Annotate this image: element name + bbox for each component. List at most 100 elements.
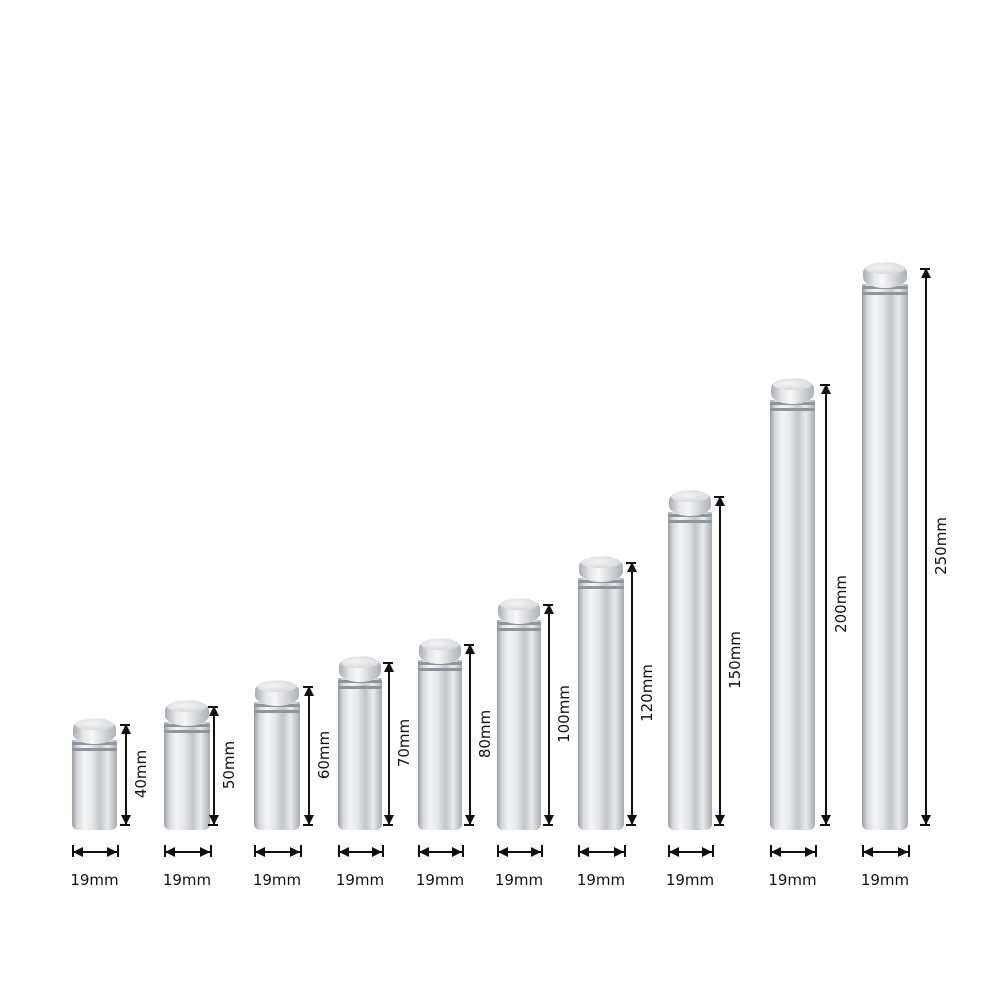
arrow-down-icon	[209, 815, 219, 825]
arrow-down-icon	[121, 815, 131, 825]
arrow-up-icon	[921, 268, 931, 278]
width-tick	[624, 845, 626, 857]
standoff-barrel	[770, 400, 815, 830]
width-dimension-line	[770, 851, 815, 853]
standoff-cap-face	[581, 557, 621, 568]
diameter-label: 19mm	[415, 871, 465, 889]
arrow-left-icon	[771, 847, 781, 857]
width-dimension-line	[164, 851, 210, 853]
width-dimension-line	[578, 851, 624, 853]
arrow-down-icon	[465, 815, 475, 825]
arrow-down-icon	[921, 815, 931, 825]
arrow-down-icon	[821, 815, 831, 825]
arrow-up-icon	[304, 686, 314, 696]
width-dimension-line	[338, 851, 382, 853]
width-tick	[382, 845, 384, 857]
arrow-left-icon	[579, 847, 589, 857]
gasket-ring	[418, 668, 462, 671]
arrow-down-icon	[715, 815, 725, 825]
width-dimension-line	[418, 851, 462, 853]
diameter-label: 19mm	[576, 871, 626, 889]
standoff-cap-face	[865, 263, 905, 274]
length-label: 80mm	[476, 709, 494, 759]
arrow-left-icon	[339, 847, 349, 857]
length-dimension-line	[925, 268, 927, 824]
arrow-right-icon	[898, 847, 908, 857]
arrow-right-icon	[452, 847, 462, 857]
arrow-up-icon	[121, 724, 131, 734]
arrow-right-icon	[200, 847, 210, 857]
diameter-label: 19mm	[162, 871, 212, 889]
standoff-cap-face	[671, 491, 709, 502]
length-dimension-line	[213, 706, 215, 824]
arrow-down-icon	[544, 815, 554, 825]
length-dimension-line	[125, 724, 127, 824]
gasket-ring	[668, 520, 712, 523]
standoff-barrel	[862, 284, 908, 830]
length-label: 120mm	[638, 664, 656, 722]
length-dimension-line	[825, 384, 827, 824]
width-dimension-line	[862, 851, 908, 853]
diameter-label: 19mm	[494, 871, 544, 889]
length-label: 150mm	[726, 631, 744, 689]
width-tick	[117, 845, 119, 857]
width-tick	[815, 845, 817, 857]
gasket-ring	[338, 686, 382, 689]
length-dimension-line	[631, 562, 633, 824]
arrow-right-icon	[702, 847, 712, 857]
standoff-cap-face	[167, 701, 207, 712]
arrow-up-icon	[384, 662, 394, 672]
standoff-barrel	[338, 678, 382, 830]
length-label: 200mm	[832, 575, 850, 633]
width-tick	[300, 845, 302, 857]
arrow-right-icon	[107, 847, 117, 857]
length-dimension-line	[548, 604, 550, 824]
standoff-cap-face	[421, 639, 459, 650]
arrow-left-icon	[419, 847, 429, 857]
gasket-ring	[254, 710, 300, 713]
arrow-right-icon	[805, 847, 815, 857]
width-tick	[541, 845, 543, 857]
width-tick	[210, 845, 212, 857]
arrow-right-icon	[372, 847, 382, 857]
standoff-barrel	[668, 512, 712, 830]
gasket-ring	[578, 586, 624, 589]
length-label: 250mm	[932, 517, 950, 575]
arrow-up-icon	[209, 706, 219, 716]
standoff-barrel	[418, 660, 462, 830]
width-tick	[908, 845, 910, 857]
arrow-left-icon	[498, 847, 508, 857]
arrow-up-icon	[821, 384, 831, 394]
length-label: 70mm	[395, 718, 413, 768]
width-dimension-line	[72, 851, 117, 853]
standoff-cap-face	[257, 681, 297, 692]
arrow-up-icon	[627, 562, 637, 572]
standoff-barrel	[164, 722, 210, 830]
gasket-ring	[72, 748, 117, 751]
standoff-barrel	[497, 620, 541, 830]
standoff-cap-face	[500, 599, 538, 610]
length-label: 100mm	[555, 685, 573, 743]
length-dimension-line	[719, 496, 721, 824]
gasket-ring	[862, 292, 908, 295]
gasket-ring	[497, 628, 541, 631]
length-dimension-line	[388, 662, 390, 824]
diameter-label: 19mm	[860, 871, 910, 889]
standoff-barrel	[578, 578, 624, 830]
length-label: 60mm	[315, 730, 333, 780]
width-tick	[462, 845, 464, 857]
standoff-barrel	[254, 702, 300, 830]
standoff-barrel	[72, 740, 117, 830]
arrow-up-icon	[465, 644, 475, 654]
width-dimension-line	[668, 851, 712, 853]
length-dimension-line	[469, 644, 471, 824]
diameter-label: 19mm	[252, 871, 302, 889]
arrow-left-icon	[73, 847, 83, 857]
standoff-cap-face	[773, 379, 812, 390]
arrow-up-icon	[715, 496, 725, 506]
arrow-left-icon	[165, 847, 175, 857]
arrow-down-icon	[627, 815, 637, 825]
arrow-down-icon	[304, 815, 314, 825]
width-dimension-line	[497, 851, 541, 853]
width-tick	[712, 845, 714, 857]
